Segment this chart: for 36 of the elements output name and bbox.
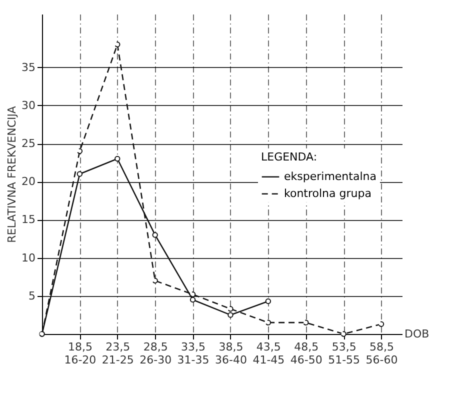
y-tick-label: 15 [22, 213, 36, 226]
x-tick-label: 38,5 36-40 [214, 340, 247, 366]
legend-label: kontrolna grupa [284, 186, 372, 200]
point [340, 331, 346, 337]
point [190, 296, 196, 303]
point [76, 171, 83, 177]
y-tick-label: 35 [22, 60, 36, 74]
y-tick-label: 30 [22, 98, 36, 112]
y-axis-title: RELATIVNA FREKVENCIJA [6, 106, 19, 243]
x-tick-label: 48,5 46-50 [290, 340, 322, 366]
point [190, 292, 196, 298]
point [228, 312, 234, 318]
x-tick-label: 33,5 31-35 [177, 340, 210, 366]
legend-label: eksperimentalna [284, 170, 376, 183]
point [228, 306, 234, 312]
point [265, 298, 272, 304]
point [378, 321, 384, 327]
x-tick-label: 43,5 41-45 [252, 340, 285, 366]
point [152, 232, 158, 238]
point [303, 320, 309, 326]
point [114, 42, 120, 48]
x-tick-label: 23,5 21-25 [102, 340, 134, 366]
x-tick-label: 53,5 51-55 [328, 340, 360, 366]
y-tick-label: 25 [22, 137, 36, 150]
y-tick-label: 20 [22, 175, 36, 188]
point [114, 156, 120, 162]
legend-title: LEGENDA: [261, 150, 318, 164]
x-tick-label: 28,5 26-30 [140, 340, 172, 366]
y-tick-label: 10 [22, 251, 36, 264]
point [265, 320, 272, 326]
x-tick-label: 58,5 56-60 [366, 340, 398, 366]
point [76, 148, 83, 154]
x-tick-label: 18,5 16-20 [64, 340, 96, 366]
x-axis-title: DOB [404, 328, 430, 340]
y-tick-label: 5 [28, 289, 36, 302]
point [152, 278, 158, 284]
